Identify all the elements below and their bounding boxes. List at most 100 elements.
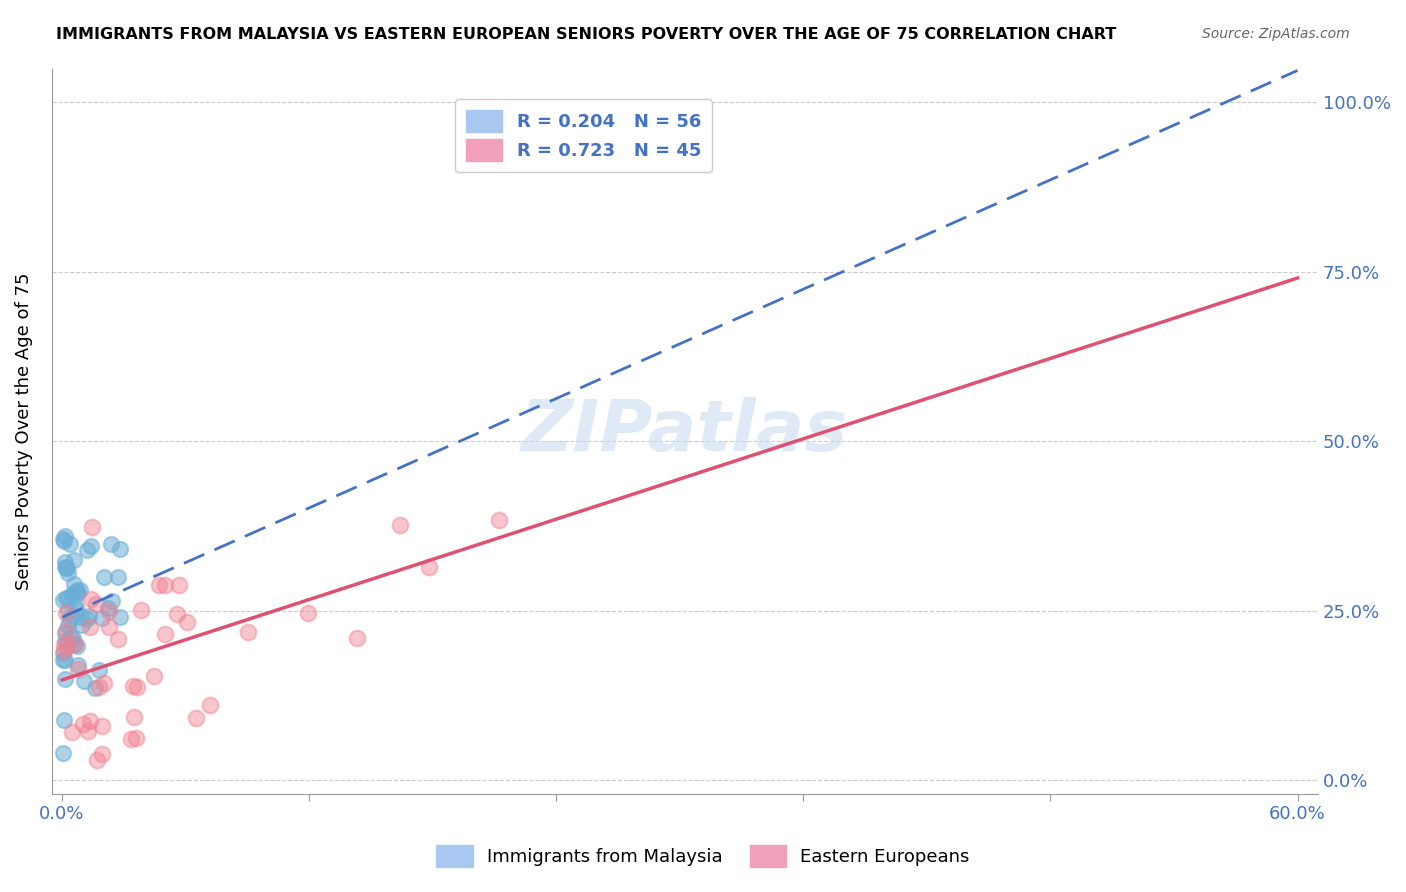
Point (129, 603, 152, 617)
Text: Source: ZipAtlas.com: Source: ZipAtlas.com (1202, 27, 1350, 41)
Point (67, 662, 90, 676)
Point (77, 609, 100, 624)
Point (236, 624, 259, 639)
Point (93, 570, 115, 584)
Point (84, 681, 107, 695)
Point (488, 513, 510, 527)
Point (53, 672, 76, 686)
Point (86, 753, 108, 767)
Point (297, 606, 319, 620)
Point (58, 537, 80, 551)
Point (346, 631, 368, 645)
Point (148, 577, 170, 591)
Point (53, 529, 76, 543)
Point (62, 631, 84, 645)
Point (76, 612, 98, 626)
Point (79, 714, 101, 728)
Point (52, 532, 75, 546)
Point (55, 559, 77, 574)
Point (55, 625, 77, 640)
Point (52, 646, 75, 660)
Point (53, 653, 76, 667)
Point (388, 517, 411, 532)
Point (84, 597, 107, 611)
Point (58, 635, 80, 649)
Point (97, 604, 120, 618)
Point (52, 713, 75, 727)
Point (63, 577, 86, 591)
Point (53, 638, 76, 652)
Text: ZIPatlas: ZIPatlas (522, 397, 849, 466)
Point (79, 620, 101, 634)
Point (100, 594, 122, 608)
Point (97, 601, 120, 615)
Point (72, 618, 94, 632)
Point (53, 633, 76, 648)
Point (56, 603, 79, 617)
Point (77, 723, 100, 738)
Point (418, 560, 440, 574)
Point (52, 746, 75, 760)
Point (66, 658, 89, 673)
Point (53, 644, 76, 658)
Point (56, 561, 79, 575)
Point (80, 520, 103, 534)
Point (60, 725, 83, 739)
Point (90, 611, 112, 625)
Point (93, 676, 115, 690)
Point (143, 669, 166, 683)
Point (55, 606, 77, 620)
Point (121, 679, 143, 693)
Point (122, 710, 145, 724)
Point (98, 620, 121, 634)
Point (127, 680, 149, 694)
Point (90, 747, 112, 762)
Point (108, 541, 131, 556)
Point (66, 585, 89, 599)
Point (186, 711, 208, 725)
Point (52, 653, 75, 667)
Point (66, 586, 89, 600)
Point (89, 663, 111, 677)
Point (107, 570, 129, 584)
Point (56, 639, 79, 653)
Point (120, 731, 142, 746)
Point (66, 639, 89, 653)
Point (60, 608, 83, 623)
Point (60, 587, 83, 601)
Point (87, 680, 110, 694)
Point (63, 637, 86, 651)
Y-axis label: Seniors Poverty Over the Age of 75: Seniors Poverty Over the Age of 75 (15, 272, 32, 590)
Point (153, 578, 176, 592)
Text: IMMIGRANTS FROM MALAYSIA VS EASTERN EUROPEAN SENIORS POVERTY OVER THE AGE OF 75 : IMMIGRANTS FROM MALAYSIA VS EASTERN EURO… (56, 27, 1116, 42)
Point (100, 537, 122, 551)
Point (56, 591, 79, 605)
Point (63, 637, 86, 651)
Point (72, 716, 94, 731)
Point (52, 593, 75, 607)
Point (80, 539, 103, 553)
Point (55, 561, 77, 575)
Point (55, 591, 77, 605)
Point (91, 719, 114, 733)
Point (66, 583, 89, 598)
Point (63, 598, 86, 612)
Point (70, 610, 93, 624)
Point (66, 603, 89, 617)
Point (56, 566, 79, 581)
Point (53, 534, 76, 549)
Point (166, 607, 188, 621)
Point (55, 624, 77, 638)
Legend: Immigrants from Malaysia, Eastern Europeans: Immigrants from Malaysia, Eastern Europe… (429, 838, 977, 874)
Point (53, 556, 76, 570)
Point (56, 617, 79, 632)
Point (69, 582, 91, 597)
Point (76, 543, 98, 558)
Point (198, 698, 221, 712)
Point (60, 630, 83, 644)
Point (107, 632, 129, 646)
Point (155, 627, 177, 641)
Point (73, 673, 96, 688)
Point (63, 553, 86, 567)
Point (79, 591, 101, 606)
